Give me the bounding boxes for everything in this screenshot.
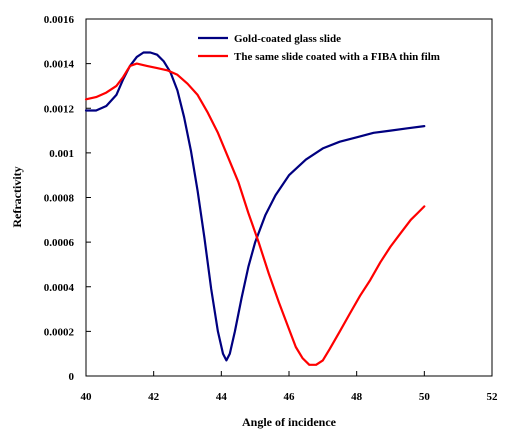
y-axis: 0 0.0002 0.0004 0.0006 0.0008 0.001 0.0012 0.00… bbox=[44, 14, 91, 383]
y-tick-label-5: 0.001 bbox=[49, 148, 74, 160]
x-axis-title: Angle of incidence bbox=[242, 415, 337, 429]
x-axis: 40 42 44 46 48 50 52 bbox=[81, 371, 499, 403]
y-tick-label-4: 0.0008 bbox=[44, 193, 75, 205]
plot-area-frame bbox=[85, 18, 493, 377]
legend-label-1: The same slide coated with a FIBA thin f… bbox=[234, 51, 440, 63]
legend-label-0: Gold-coated glass slide bbox=[234, 33, 341, 45]
x-tick-label-1: 42 bbox=[148, 391, 160, 403]
y-tick-label-2: 0.0004 bbox=[44, 282, 75, 294]
x-tick-label-2: 44 bbox=[216, 391, 228, 403]
y-tick-label-0: 0 bbox=[69, 371, 75, 383]
y-tick-label-3: 0.0006 bbox=[44, 237, 75, 249]
y-axis-title: Refractivity bbox=[10, 166, 24, 227]
x-tick-label-3: 46 bbox=[284, 391, 296, 403]
x-tick-label-6: 52 bbox=[487, 391, 499, 403]
x-tick-label-5: 50 bbox=[419, 391, 431, 403]
series-line-gold-coated bbox=[84, 51, 426, 362]
series-line-fiba-coated bbox=[84, 62, 426, 366]
y-tick-label-6: 0.0012 bbox=[44, 103, 75, 115]
x-tick-label-0: 40 bbox=[81, 391, 93, 403]
series-layer bbox=[84, 51, 426, 366]
y-tick-label-1: 0.0002 bbox=[44, 326, 75, 338]
y-tick-label-7: 0.0014 bbox=[44, 59, 75, 71]
y-tick-label-8: 0.0016 bbox=[44, 14, 75, 26]
legend: Gold-coated glass slide The same slide co… bbox=[198, 33, 440, 63]
x-tick-label-4: 48 bbox=[351, 391, 363, 403]
